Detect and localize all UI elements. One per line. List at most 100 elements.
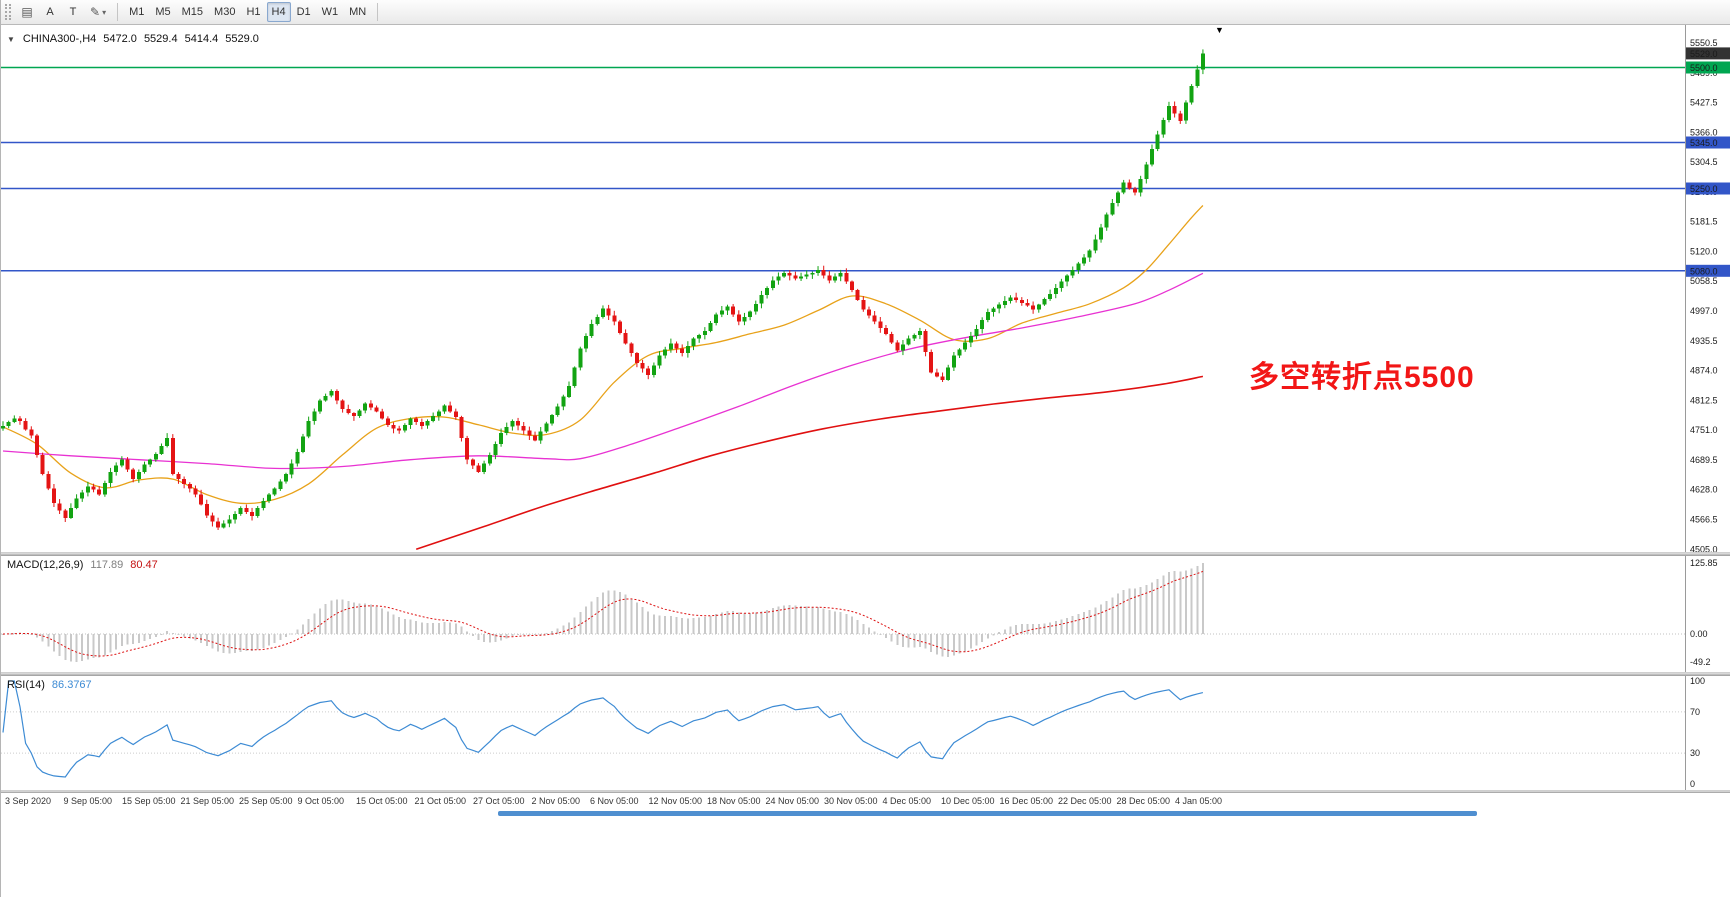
timeframe-W1[interactable]: W1 bbox=[321, 6, 339, 18]
price-axis[interactable] bbox=[1685, 25, 1730, 790]
time-label: 28 Dec 05:00 bbox=[1116, 796, 1171, 806]
svg-text:4812.5: 4812.5 bbox=[1690, 395, 1718, 405]
caret-down-icon: ▾ bbox=[102, 7, 107, 17]
macd-pane: 125.85 0.00 -49.2 MACD(12,26,9) 117.89 80.… bbox=[1, 556, 1730, 672]
main-chart-pane: 5550.55489.05427.55366.05304.55243.05181… bbox=[1, 25, 1730, 552]
svg-text:4505.0: 4505.0 bbox=[1690, 544, 1718, 552]
time-label: 27 Oct 05:00 bbox=[473, 796, 525, 806]
svg-text:5366.0: 5366.0 bbox=[1690, 127, 1718, 137]
toolbar: ▤ A T ✎ ▾ M1 M5 M15 M30 H1 H4 D1 W1 MN bbox=[1, 0, 1730, 25]
time-label: 24 Nov 05:00 bbox=[765, 796, 820, 806]
timeframe-M1[interactable]: M1 bbox=[129, 6, 145, 18]
svg-text:5345.0: 5345.0 bbox=[1690, 138, 1718, 148]
symbol-label: CHINA300-,H4 bbox=[22, 33, 97, 45]
pen-icon: ✎ bbox=[90, 5, 101, 19]
time-axis[interactable]: 3 Sep 2020 9 Sep 05:00 15 Sep 05:00 21 Sep … bbox=[1, 793, 1730, 809]
timeframe-M5[interactable]: M5 bbox=[155, 6, 171, 18]
text-label-tool-button[interactable]: A bbox=[46, 6, 54, 18]
toolbar-separator bbox=[117, 3, 119, 21]
time-label: 10 Dec 05:00 bbox=[941, 796, 995, 806]
svg-text:30: 30 bbox=[1690, 748, 1700, 758]
chart-ohlc-header: ▼ CHINA300-,H4 5472.0 5529.4 5414.4 5529… bbox=[7, 33, 259, 45]
timeframe-M30[interactable]: M30 bbox=[214, 6, 236, 18]
timeframe-H4[interactable]: H4 bbox=[266, 2, 291, 22]
svg-text:4566.5: 4566.5 bbox=[1690, 515, 1718, 525]
svg-text:4628.0: 4628.0 bbox=[1690, 485, 1718, 495]
svg-text:125.85: 125.85 bbox=[1690, 558, 1718, 568]
pane-separator[interactable] bbox=[1, 672, 1730, 676]
svg-text:5080.0: 5080.0 bbox=[1690, 266, 1718, 276]
timeframe-group: M1 M5 M15 M30 H1 H4 D1 W1 MN bbox=[124, 2, 371, 22]
time-label: 15 Oct 05:00 bbox=[356, 796, 408, 806]
svg-text:4935.5: 4935.5 bbox=[1690, 336, 1718, 346]
svg-text:70: 70 bbox=[1690, 707, 1700, 717]
time-label: 9 Oct 05:00 bbox=[297, 796, 345, 806]
svg-text:4689.5: 4689.5 bbox=[1690, 455, 1718, 465]
svg-text:5120.0: 5120.0 bbox=[1690, 247, 1718, 257]
timeframe-H1[interactable]: H1 bbox=[246, 6, 261, 18]
time-label: 6 Nov 05:00 bbox=[590, 796, 639, 806]
timeframe-D1[interactable]: D1 bbox=[296, 6, 311, 18]
time-label: 18 Nov 05:00 bbox=[707, 796, 761, 806]
candlestick-chart-canvas[interactable]: 5550.55489.05427.55366.05304.55243.05181… bbox=[1, 25, 1730, 552]
chart-shift-marker-icon[interactable]: ▼ bbox=[1215, 25, 1224, 35]
time-label: 30 Nov 05:00 bbox=[824, 796, 878, 806]
time-label: 15 Sep 05:00 bbox=[122, 796, 176, 806]
svg-text:0.00: 0.00 bbox=[1690, 629, 1708, 639]
close-value: 5529.0 bbox=[225, 33, 259, 45]
svg-text:5500.0: 5500.0 bbox=[1690, 63, 1718, 73]
time-label: 16 Dec 05:00 bbox=[999, 796, 1054, 806]
ma-fast bbox=[2, 205, 1204, 505]
time-label: 9 Sep 05:00 bbox=[63, 796, 113, 806]
macd-header: MACD(12,26,9) 117.89 80.47 bbox=[7, 559, 158, 571]
macd-label: MACD(12,26,9) bbox=[7, 559, 84, 571]
toolbar-grip[interactable] bbox=[5, 4, 11, 20]
rsi-chart-canvas[interactable]: 100 70 30 0 bbox=[1, 676, 1730, 790]
high-value: 5529.4 bbox=[143, 33, 178, 45]
svg-text:5058.5: 5058.5 bbox=[1690, 276, 1718, 286]
text-tool-button[interactable]: T bbox=[69, 6, 77, 18]
chart-annotation-text[interactable]: 多空转折点5500 bbox=[1249, 361, 1475, 394]
svg-text:4997.0: 4997.0 bbox=[1690, 306, 1718, 316]
svg-text:-49.2: -49.2 bbox=[1690, 657, 1711, 667]
svg-text:5181.5: 5181.5 bbox=[1690, 217, 1718, 227]
pane-separator[interactable] bbox=[1, 552, 1730, 556]
time-label: 4 Dec 05:00 bbox=[882, 796, 932, 806]
svg-text:0: 0 bbox=[1690, 779, 1695, 789]
time-label: 3 Sep 2020 bbox=[5, 796, 52, 806]
ma-slow bbox=[415, 375, 1204, 551]
ma-mid bbox=[2, 272, 1204, 470]
svg-text:100: 100 bbox=[1690, 676, 1705, 686]
time-label: 25 Sep 05:00 bbox=[239, 796, 293, 806]
time-label: 21 Sep 05:00 bbox=[180, 796, 235, 806]
time-label: 4 Jan 05:00 bbox=[1175, 796, 1223, 806]
svg-text:5529.0: 5529.0 bbox=[1690, 49, 1718, 59]
open-value: 5472.0 bbox=[103, 33, 137, 45]
horizontal-scrollbar bbox=[1, 810, 1730, 817]
pane-separator[interactable] bbox=[1, 790, 1730, 793]
low-value: 5414.4 bbox=[184, 33, 219, 45]
time-label: 2 Nov 05:00 bbox=[531, 796, 581, 806]
charts-list-icon[interactable]: ▤ bbox=[21, 5, 33, 19]
time-label: 22 Dec 05:00 bbox=[1058, 796, 1112, 806]
rsi-label: RSI(14) bbox=[7, 679, 45, 691]
rsi-value: 86.3767 bbox=[51, 679, 92, 691]
svg-text:5304.5: 5304.5 bbox=[1690, 157, 1718, 167]
toolbar-separator bbox=[377, 3, 379, 21]
macd-chart-canvas[interactable]: 125.85 0.00 -49.2 bbox=[1, 556, 1730, 672]
svg-text:4751.0: 4751.0 bbox=[1690, 425, 1718, 435]
macd-main-value: 117.89 bbox=[90, 559, 124, 571]
rsi-header: RSI(14) 86.3767 bbox=[7, 679, 92, 691]
scrollbar-thumb[interactable] bbox=[497, 811, 1477, 816]
timeframe-M15[interactable]: M15 bbox=[181, 6, 204, 18]
svg-text:5550.5: 5550.5 bbox=[1690, 38, 1718, 48]
draw-tool-button[interactable]: ✎ ▾ bbox=[85, 2, 111, 22]
svg-text:5427.5: 5427.5 bbox=[1690, 98, 1718, 108]
svg-text:4874.0: 4874.0 bbox=[1690, 366, 1718, 376]
timeframe-MN[interactable]: MN bbox=[349, 6, 367, 18]
symbol-expand-icon[interactable]: ▼ bbox=[7, 34, 15, 44]
time-label: 12 Nov 05:00 bbox=[648, 796, 703, 806]
macd-signal-value: 80.47 bbox=[130, 559, 158, 571]
time-label: 21 Oct 05:00 bbox=[414, 796, 467, 806]
rsi-pane: 100 70 30 0 RSI(14) 86.3767 bbox=[1, 676, 1730, 790]
